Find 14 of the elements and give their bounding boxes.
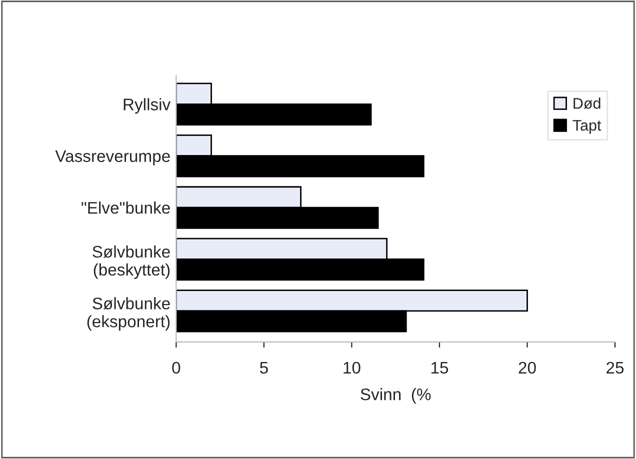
y-tick-label: "Elve"bunke (82, 202, 170, 214)
y-tick-label: Sølvbunke (beskyttet) (92, 245, 170, 279)
x-tick-label: 5 (260, 362, 268, 374)
x-tick-label: 20 (518, 362, 536, 374)
x-axis-title: Svinn (% (360, 388, 431, 404)
x-tick-label: 0 (172, 362, 180, 374)
y-tick-label: Sølvbunke (eksponert) (87, 297, 170, 331)
x-tick-label: 10 (344, 362, 360, 374)
legend-label: Tapt (572, 120, 602, 134)
y-tick-label: Vassreverumpe (55, 150, 170, 166)
legend-label: Død (574, 98, 600, 109)
y-tick-label: Ryllsiv (124, 98, 171, 114)
x-tick-label: 15 (431, 362, 448, 374)
x-tick-label: 25 (606, 362, 624, 374)
